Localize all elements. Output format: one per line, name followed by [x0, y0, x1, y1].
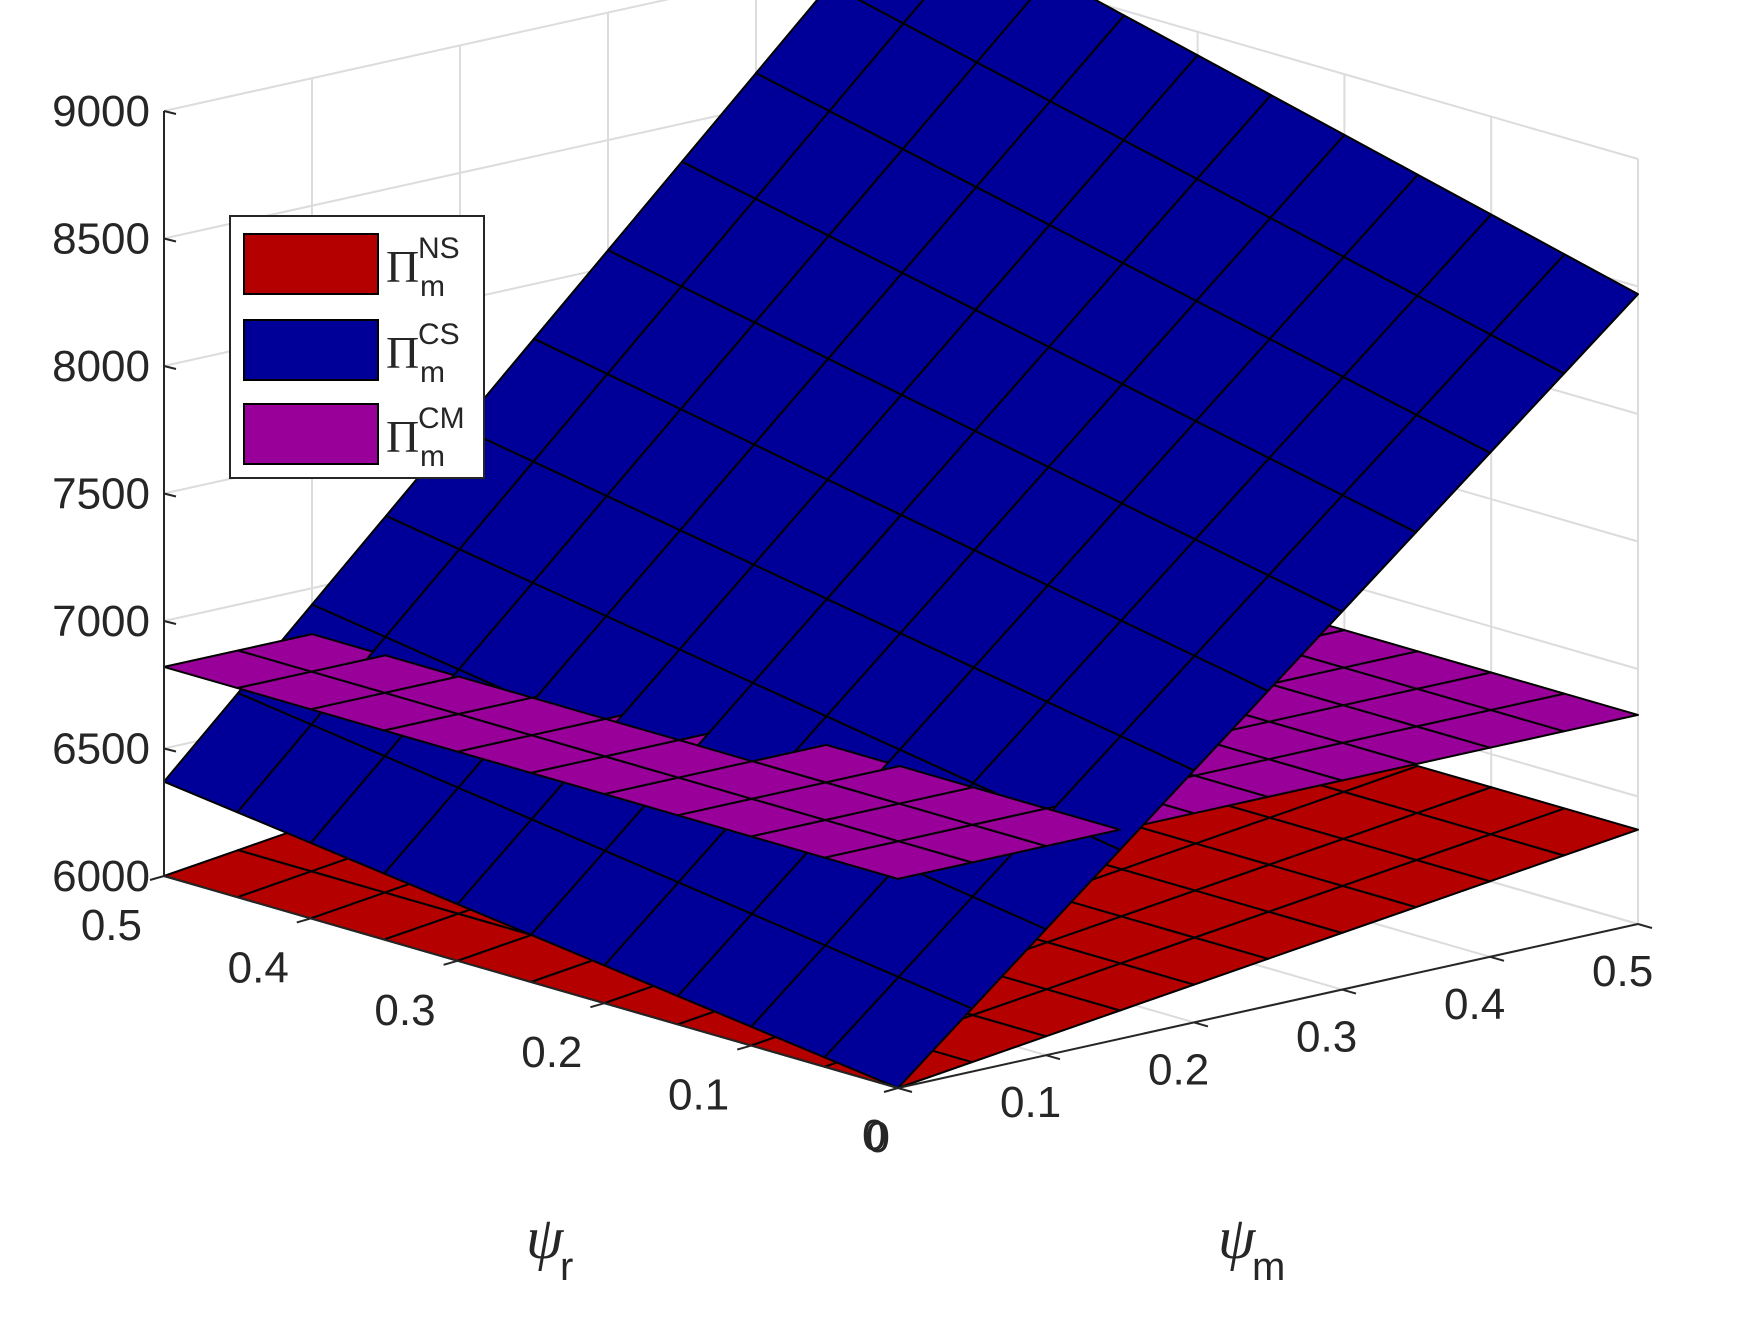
x-tick-label: 0.1 [1000, 1078, 1061, 1127]
y-tick-label: 0 [866, 1113, 890, 1162]
x-tick-label: 0.4 [1444, 980, 1505, 1029]
y-tick-label: 0.1 [668, 1071, 729, 1120]
axes: 00.10.20.30.40.500.10.20.30.40.560006500… [52, 87, 1653, 1162]
legend-swatch-cm [243, 403, 379, 465]
y-tick-label: 0.3 [374, 986, 435, 1035]
z-tick [163, 492, 177, 498]
x-axis-label: ψ m [1218, 1205, 1285, 1289]
z-tick [163, 747, 177, 753]
x-axis-line [897, 923, 1639, 1089]
y-tick [149, 875, 165, 881]
legend-swatch-ns [243, 233, 379, 295]
x-tick [1637, 923, 1653, 929]
surface-face-1 [823, 976, 973, 1089]
x-tick-label: 0.5 [1592, 947, 1653, 996]
z-tick [163, 237, 177, 243]
z-tick-label: 8500 [52, 215, 150, 264]
y-tick [736, 1044, 752, 1051]
legend-sup-cm: CM [418, 402, 465, 435]
legend: Π NS m Π CS m Π CM m [229, 215, 485, 479]
x-tick [1193, 1021, 1209, 1028]
y-tick [883, 1087, 899, 1093]
legend-symbol-ns: Π [386, 241, 419, 292]
wall-grid-line [163, 0, 1639, 160]
z-tick-label: 6000 [52, 852, 150, 901]
z-tick-label: 9000 [52, 87, 150, 136]
x-tick [1045, 1054, 1061, 1061]
legend-symbol-cs: Π [386, 327, 419, 378]
legend-sub-cs: m [420, 356, 445, 389]
legend-swatch-cs [243, 319, 379, 381]
legend-sub-cm: m [420, 440, 445, 473]
y-tick [296, 917, 312, 924]
x-axis-symbol: ψ [1218, 1205, 1257, 1271]
legend-symbol-cm: Π [386, 411, 419, 462]
z-tick [163, 110, 177, 115]
y-axis-subscript: r [560, 1245, 573, 1289]
surface-face-2 [823, 840, 973, 880]
y-axis-line [163, 875, 899, 1089]
surfaces [163, 0, 1639, 1089]
z-tick [163, 365, 177, 370]
y-tick-label: 0.4 [228, 943, 289, 992]
y-axis-symbol: ψ [526, 1205, 565, 1271]
x-tick-label: 0 [862, 1111, 886, 1160]
x-axis-subscript: m [1252, 1245, 1285, 1289]
x-tick-label: 0.2 [1148, 1045, 1209, 1094]
z-tick-label: 6500 [52, 725, 150, 774]
x-tick-label: 0.3 [1296, 1013, 1357, 1062]
legend-sup-cs: CS [418, 318, 460, 351]
x-tick [1341, 988, 1357, 995]
y-tick [590, 1002, 605, 1009]
legend-sup-ns: NS [418, 232, 460, 265]
z-tick [163, 875, 177, 880]
legend-sub-ns: m [420, 270, 445, 303]
z-tick-label: 8000 [52, 342, 150, 391]
y-tick-label: 0.5 [81, 901, 142, 950]
y-tick-label: 0.2 [521, 1028, 582, 1077]
legend-item-ns: Π NS m [243, 232, 460, 303]
z-tick [163, 620, 177, 625]
z-tick-label: 7500 [52, 470, 150, 519]
x-tick [1489, 955, 1505, 962]
legend-item-cs: Π CS m [243, 318, 460, 389]
z-tick-label: 7000 [52, 597, 150, 646]
x-tick [897, 1087, 913, 1093]
y-axis-label: ψ r [526, 1205, 573, 1289]
legend-item-cm: Π CM m [243, 402, 465, 473]
y-tick [443, 959, 458, 966]
